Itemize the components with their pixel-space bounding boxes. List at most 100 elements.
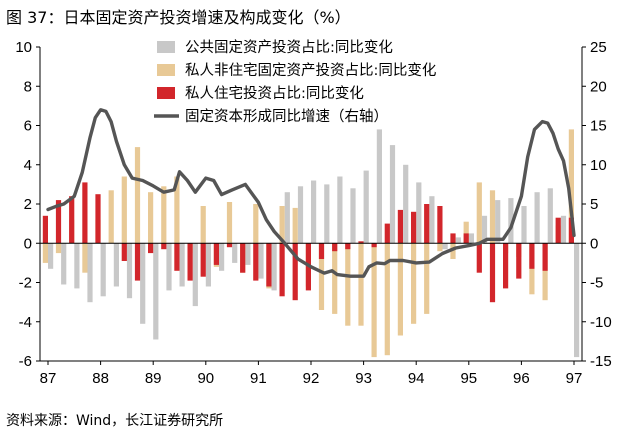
private-res-bar — [529, 243, 535, 269]
left-tick-label: 6 — [24, 118, 32, 135]
legend-label: 固定资本形成同比增速（右轴） — [185, 108, 388, 125]
left-tick-label: -6 — [19, 353, 32, 370]
private-nonres-bar — [450, 243, 456, 259]
private-res-bar — [134, 243, 141, 281]
private-res-bar — [213, 243, 219, 265]
public-bar — [547, 188, 553, 244]
public-bar — [100, 243, 106, 297]
private-res-bar — [345, 243, 351, 250]
public-bar — [495, 200, 501, 244]
private-nonres-bar — [82, 243, 88, 273]
private-res-bar — [476, 243, 482, 273]
x-tick-label: 94 — [408, 370, 425, 387]
public-bar — [113, 243, 119, 287]
legend-label: 私人住宅投资占比:同比变化 — [185, 85, 364, 102]
legend-swatch — [157, 64, 175, 76]
legend-public: 公共固定资产投资占比:同比变化 — [157, 39, 393, 56]
x-tick-label: 87 — [40, 370, 57, 387]
private-nonres-bar — [397, 243, 403, 336]
private-nonres-bar — [384, 243, 390, 356]
figure-source-note: 资料来源：Wind，长江证券研究所 — [6, 413, 224, 429]
public-bar — [560, 215, 567, 244]
public-investment-bars — [48, 129, 580, 358]
public-bar — [179, 243, 185, 287]
private-nonres-bar — [345, 243, 351, 326]
private-res-bar — [69, 196, 75, 244]
legend: 公共固定资产投资占比:同比变化私人非住宅固定资产投资占比:同比变化私人住宅投资占… — [154, 39, 436, 125]
public-bar — [337, 176, 343, 244]
private-nonres-bar — [358, 243, 364, 326]
right-y-axis-tick-labels: -15 -10 -5 0 5 10 15 20 25 — [582, 39, 612, 370]
public-bar — [232, 243, 238, 263]
x-tick-label: 92 — [303, 370, 320, 387]
public-bar — [376, 129, 382, 244]
private-res-bar — [358, 241, 364, 244]
private-res-bar — [55, 200, 62, 244]
left-y-axis-tick-labels: -6 -4 -2 0 2 4 6 8 10 — [15, 39, 40, 370]
legend-swatch — [157, 41, 175, 53]
right-tick-label: 25 — [590, 39, 607, 56]
public-bar — [219, 243, 225, 271]
private-res-bar — [42, 215, 48, 244]
private-nonres-bar — [161, 186, 167, 244]
figure-title: 图 37：日本固定资产投资增速及构成变化（%） — [6, 8, 351, 27]
public-bar — [166, 243, 172, 291]
private-res-bar — [450, 233, 456, 244]
public-bar — [74, 243, 80, 289]
private-nonres-bar — [411, 243, 417, 324]
right-tick-label: 5 — [590, 196, 598, 213]
private-nonres-bar — [253, 204, 259, 244]
right-tick-label: -5 — [590, 275, 603, 292]
private-res-bar — [148, 243, 154, 254]
public-bar — [192, 243, 198, 307]
private-nonres-bar — [174, 176, 180, 244]
public-bar — [245, 243, 251, 265]
private-res-bar — [121, 243, 127, 261]
private-res-bar — [279, 243, 285, 297]
private-nonres-bar — [121, 176, 127, 244]
left-tick-label: -4 — [19, 314, 32, 331]
private-res-bar — [226, 243, 233, 248]
public-bar — [258, 243, 264, 279]
private-nonresidential-bars — [42, 129, 574, 358]
private-res-bar — [292, 243, 298, 301]
private-res-bar — [371, 243, 377, 248]
private-res-bar — [161, 243, 167, 250]
private-res-bar — [95, 194, 101, 244]
public-bar — [389, 145, 396, 244]
private-nonres-bar — [332, 243, 338, 314]
x-tick-label: 89 — [145, 370, 162, 387]
private-res-bar — [503, 243, 509, 289]
x-tick-label: 90 — [197, 370, 214, 387]
left-tick-label: 8 — [24, 78, 32, 95]
legend-label: 私人非住宅固定资产投资占比:同比变化 — [185, 62, 436, 79]
private-res-bar — [82, 182, 88, 244]
right-tick-label: -10 — [590, 314, 612, 331]
private-nonres-bar — [437, 243, 443, 252]
right-tick-label: 20 — [590, 78, 607, 95]
private-nonres-bar — [318, 243, 325, 310]
public-bar — [311, 180, 317, 244]
private-nonres-bar — [108, 190, 114, 244]
public-bar — [363, 170, 369, 244]
x-tick-label: 88 — [92, 370, 109, 387]
public-bar — [140, 243, 146, 324]
private-residential-bars — [42, 182, 574, 303]
public-bar — [87, 243, 93, 303]
private-nonres-bar — [55, 243, 62, 254]
private-nonres-bar — [292, 207, 298, 244]
public-bar — [350, 188, 356, 244]
private-nonres-bar — [226, 202, 233, 244]
legend-private-res: 私人住宅投资占比:同比变化 — [157, 85, 364, 102]
public-bar — [61, 243, 67, 285]
private-res-bar — [318, 243, 325, 259]
private-res-bar — [424, 204, 430, 244]
private-nonres-bar — [42, 243, 48, 263]
private-res-bar — [200, 243, 206, 277]
x-tick-label: 91 — [250, 370, 267, 387]
left-tick-label: 2 — [24, 196, 32, 213]
private-res-bar — [187, 243, 193, 281]
legend-swatch — [157, 87, 175, 99]
x-tick-label: 97 — [566, 370, 583, 387]
